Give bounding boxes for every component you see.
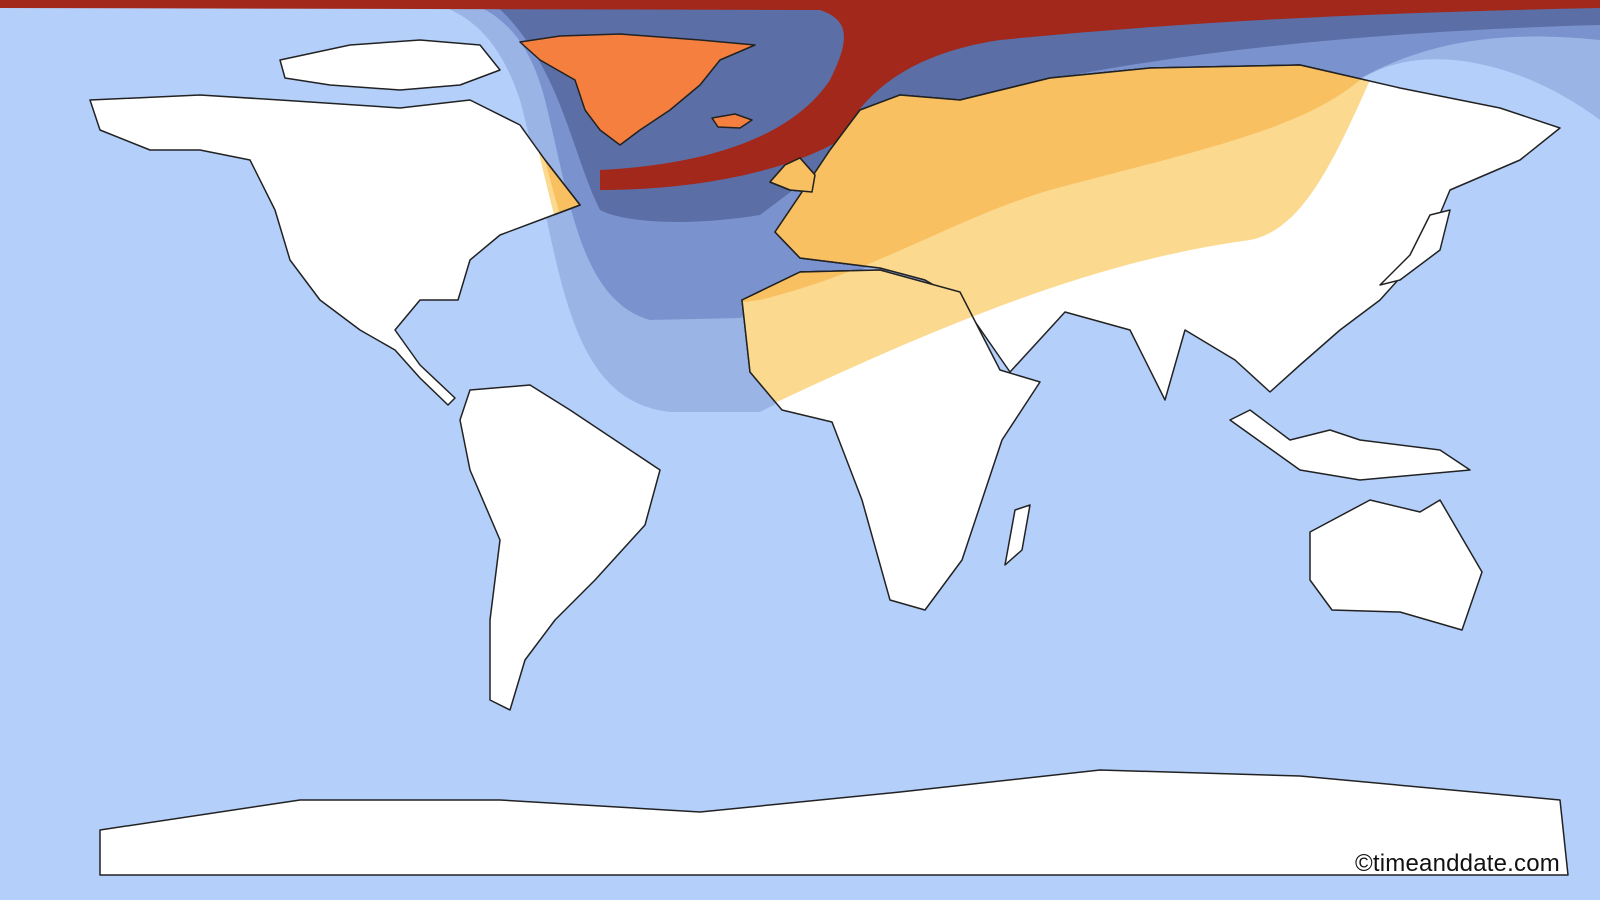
south-america bbox=[459, 384, 661, 711]
antarctica bbox=[99, 769, 1569, 876]
australia bbox=[1309, 499, 1483, 631]
japan bbox=[1379, 209, 1451, 286]
uk bbox=[769, 157, 816, 193]
timeanddate-credit: ©timeanddate.com bbox=[1355, 850, 1560, 877]
indonesia bbox=[1229, 409, 1471, 481]
band-core bbox=[0, 0, 1600, 190]
canada-islands bbox=[279, 39, 501, 91]
madagascar bbox=[1004, 504, 1031, 566]
greenland bbox=[519, 33, 756, 146]
north-america bbox=[89, 94, 581, 406]
iceland bbox=[711, 113, 753, 129]
